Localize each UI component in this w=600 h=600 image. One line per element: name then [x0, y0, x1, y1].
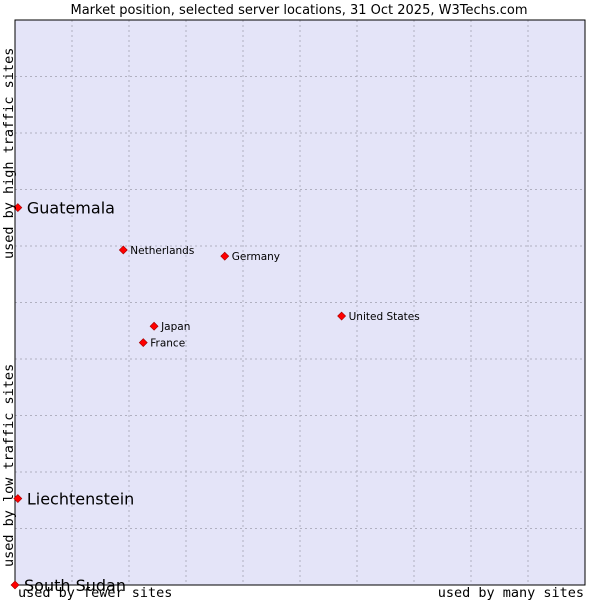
data-point-germany [220, 251, 230, 261]
data-point-netherlands [118, 245, 128, 255]
chart-title: Market position, selected server locatio… [70, 3, 527, 18]
data-point-united-states [337, 311, 347, 321]
point-label-south-sudan: South Sudan [24, 576, 126, 595]
x-axis-label-right: used by many sites [438, 585, 584, 600]
point-label-japan: Japan [160, 321, 190, 333]
data-point-south-sudan [10, 580, 20, 590]
data-points: Guatemala Netherlands Germany United States… [10, 199, 420, 595]
data-point-guatemala [13, 203, 23, 213]
data-point-liechtenstein [13, 494, 23, 503]
y-axis-label-bottom: used by low traffic sites [1, 364, 17, 567]
point-label-france: France [150, 338, 185, 350]
data-point-france [138, 338, 148, 348]
grid-lines [15, 20, 585, 585]
point-label-guatemala: Guatemala [27, 199, 115, 218]
plot-border [14, 19, 586, 586]
point-label-germany: Germany [232, 251, 280, 263]
point-label-netherlands: Netherlands [130, 245, 194, 257]
x-axis-label-left: used by fewer sites [18, 585, 172, 600]
data-point-japan [149, 321, 159, 331]
y-axis-label-top: used by high traffic sites [1, 48, 17, 259]
point-label-liechtenstein: Liechtenstein [27, 490, 134, 509]
point-label-united-states: United States [349, 311, 420, 323]
